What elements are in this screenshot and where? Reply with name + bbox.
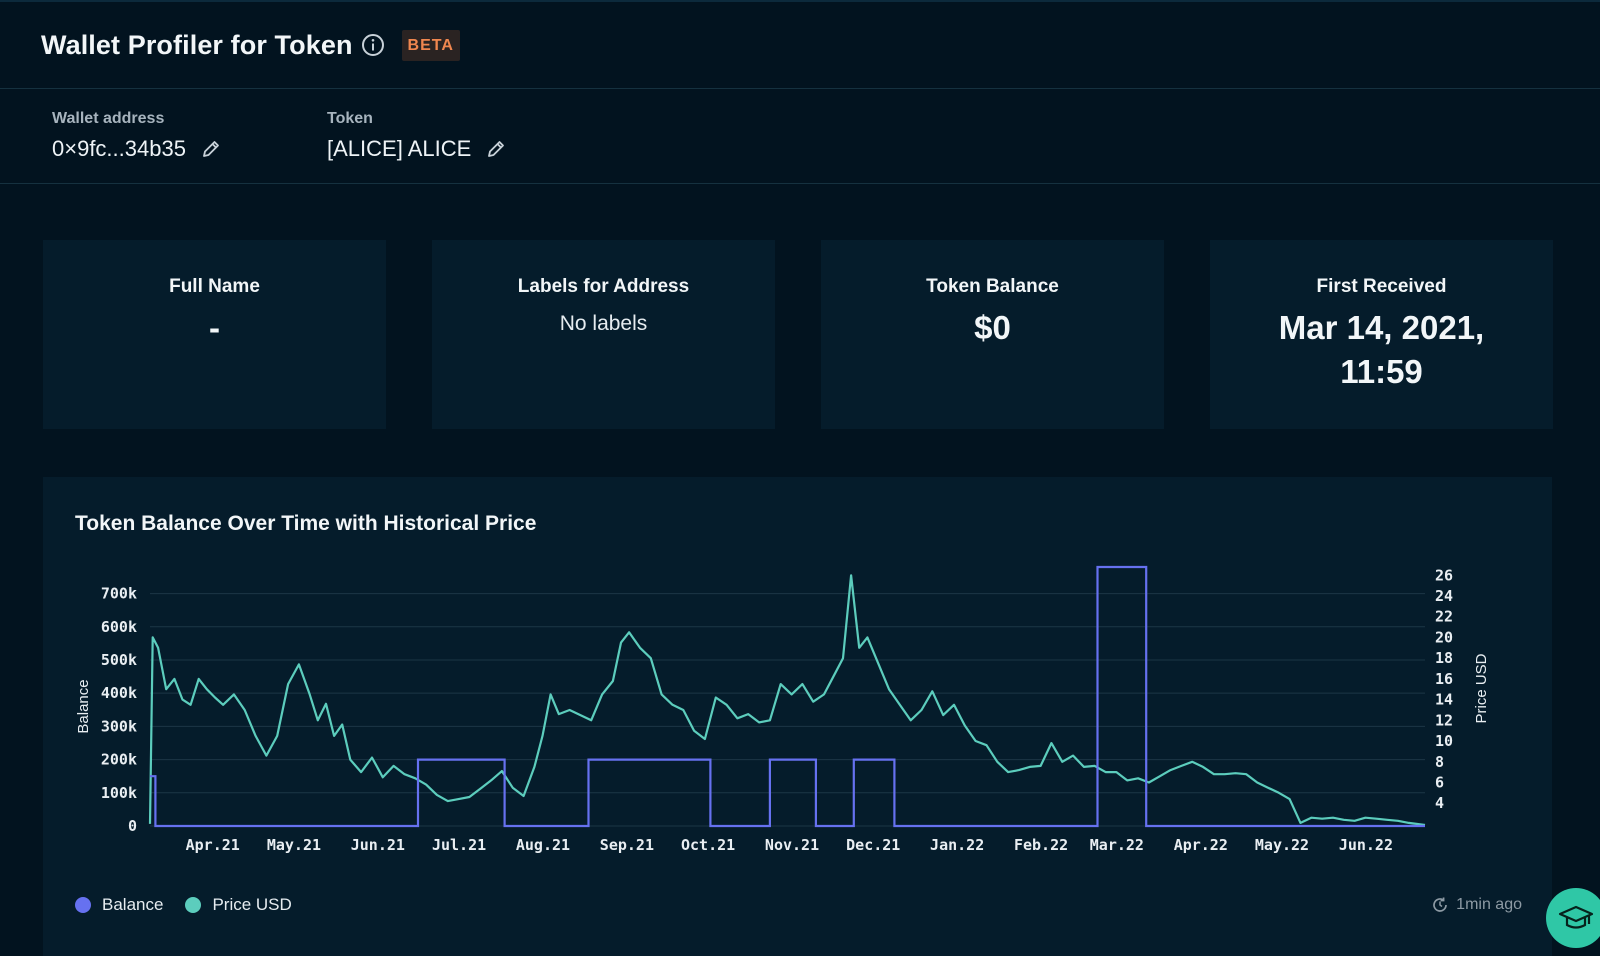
y2-axis-title: Price USD: [1473, 653, 1490, 723]
labels-card: Labels for Address No labels: [432, 240, 775, 429]
x-tick-label: Jul.21: [432, 836, 486, 854]
x-tick-label: May.22: [1255, 836, 1309, 854]
page-header: Wallet Profiler for Token BETA: [0, 2, 1600, 89]
first-received-card: First Received Mar 14, 2021, 11:59: [1210, 240, 1553, 429]
y2-tick-label: 22: [1435, 608, 1453, 626]
info-icon[interactable]: [361, 33, 385, 57]
graduation-cap-icon: [1558, 903, 1594, 933]
legend-dot-price: [185, 897, 202, 913]
legend-item-price[interactable]: Price USD: [185, 895, 292, 915]
y-tick-label: 100k: [101, 784, 137, 802]
top-border: [0, 0, 1600, 2]
y2-tick-label: 16: [1435, 670, 1453, 688]
card-title: Labels for Address: [517, 276, 690, 297]
x-tick-label: Sep.21: [600, 836, 654, 854]
y2-tick-label: 8: [1435, 753, 1444, 771]
legend-label-price: Price USD: [212, 895, 292, 914]
card-value: -: [209, 309, 220, 346]
y2-tick-label: 12: [1435, 711, 1453, 729]
x-tick-label: Oct.21: [681, 836, 735, 854]
card-title: First Received: [1316, 276, 1447, 297]
parameters-bar: Wallet address 0×9fc...34b35 Token [ALIC…: [0, 90, 1600, 184]
x-tick-label: Apr.21: [186, 836, 240, 854]
y-tick-label: 500k: [101, 651, 137, 669]
token-param: Token [ALICE] ALICE: [327, 110, 507, 162]
x-tick-label: Jun.21: [351, 836, 405, 854]
y2-tick-label: 6: [1435, 773, 1444, 791]
token-balance-card: Token Balance $0: [821, 240, 1164, 429]
y2-tick-label: 24: [1435, 587, 1453, 605]
chart-panel: Token Balance Over Time with Historical …: [43, 477, 1552, 956]
x-tick-label: Jun.22: [1339, 836, 1393, 854]
y-tick-label: 0: [128, 817, 137, 835]
balance-price-chart[interactable]: 0 100k 200k 300k 400k 500k 600k 700k 4 6 8 10 12 14 16…: [43, 477, 1552, 877]
last-updated-text: 1min ago: [1456, 896, 1522, 913]
x-tick-label: May.21: [267, 836, 321, 854]
x-tick-label: Jan.22: [930, 836, 984, 854]
y-axis-title: Balance: [75, 679, 92, 733]
wallet-address-label: Wallet address: [52, 110, 165, 127]
chart-title: Token Balance Over Time with Historical …: [75, 512, 537, 535]
y-tick-label: 600k: [101, 618, 137, 636]
chart-legend: Balance Price USD: [75, 895, 292, 915]
y-tick-label: 400k: [101, 684, 137, 702]
y2-tick-label: 20: [1435, 628, 1453, 646]
y2-tick-label: 10: [1435, 732, 1453, 750]
token-value-row[interactable]: [ALICE] ALICE: [327, 136, 507, 162]
y-tick-label: 700k: [101, 585, 137, 603]
card-value-line1: Mar 14, 2021,: [1278, 309, 1485, 346]
pencil-icon[interactable]: [200, 138, 222, 160]
x-tick-label: Mar.22: [1090, 836, 1144, 854]
card-value-line2: 11:59: [1340, 353, 1423, 390]
balance-series-line: [150, 565, 1425, 828]
x-tick-label: Dec.21: [846, 836, 900, 854]
y2-tick-label: 26: [1435, 566, 1453, 584]
x-tick-label: Apr.22: [1174, 836, 1228, 854]
legend-item-balance[interactable]: Balance: [75, 895, 163, 915]
full-name-card: Full Name -: [43, 240, 386, 429]
card-value: $0: [974, 309, 1011, 346]
card-value: No labels: [559, 312, 648, 335]
pencil-icon[interactable]: [485, 138, 507, 160]
page-title: Wallet Profiler for Token: [41, 29, 353, 60]
learn-button[interactable]: [1546, 888, 1600, 948]
wallet-address-param: Wallet address 0×9fc...34b35: [52, 110, 222, 162]
x-tick-label: Nov.21: [765, 836, 819, 854]
token-value[interactable]: [ALICE] ALICE: [327, 136, 472, 161]
legend-dot-balance: [75, 897, 91, 913]
wallet-address-value-row[interactable]: 0×9fc...34b35: [52, 136, 222, 162]
y-tick-label: 300k: [101, 717, 137, 735]
refresh-clock-icon[interactable]: [1431, 896, 1449, 914]
wallet-address-value[interactable]: 0×9fc...34b35: [52, 136, 186, 161]
last-updated: 1min ago: [1431, 896, 1522, 914]
card-title: Full Name: [169, 276, 260, 297]
y2-tick-label: 4: [1435, 794, 1444, 812]
y2-tick-label: 14: [1435, 691, 1453, 709]
x-tick-label: Feb.22: [1014, 836, 1068, 854]
legend-label-balance: Balance: [102, 895, 164, 914]
y-tick-label: 200k: [101, 751, 137, 769]
beta-badge: BETA: [401, 29, 460, 61]
x-tick-label: Aug.21: [516, 836, 570, 854]
y2-tick-label: 18: [1435, 649, 1453, 667]
card-title: Token Balance: [926, 276, 1059, 297]
token-label: Token: [327, 110, 373, 127]
price-usd-series-line: [148, 574, 1426, 827]
